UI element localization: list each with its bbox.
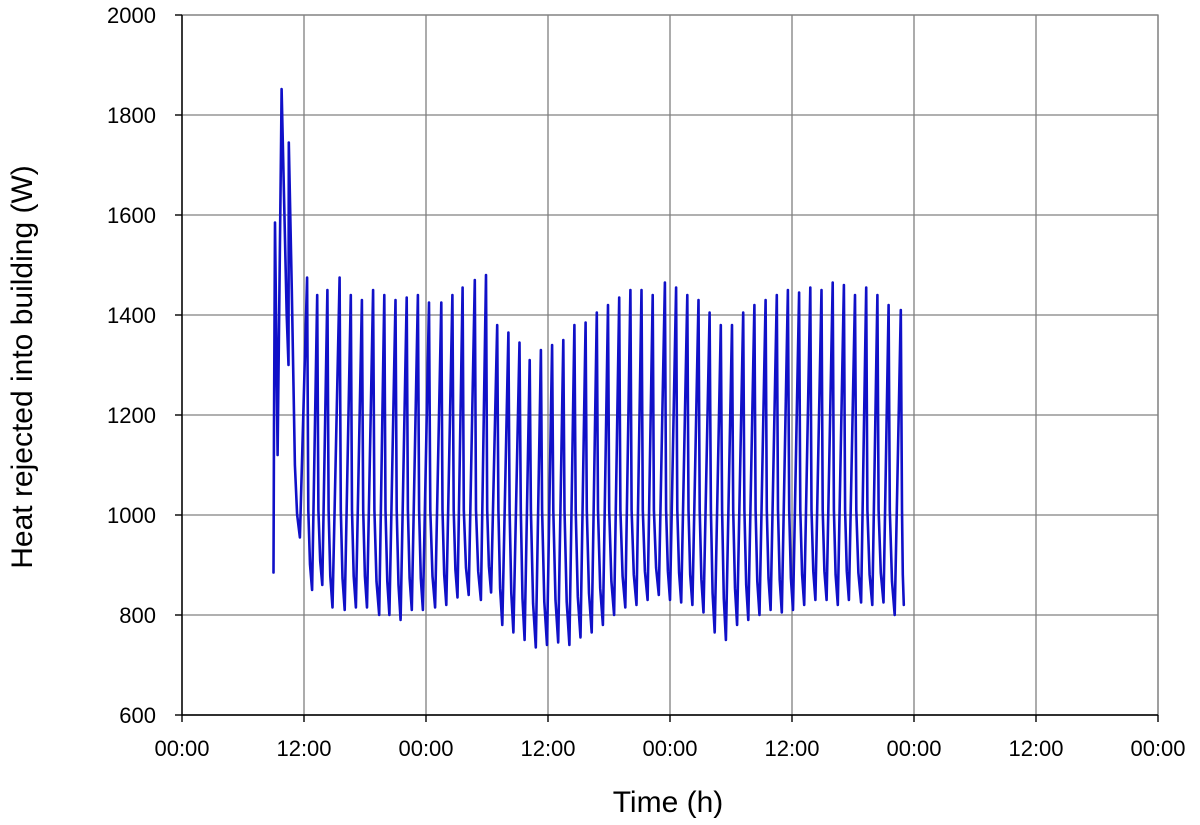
y-axis-tick-labels: 600 800 1000 1200 1400 1600 1800 2000 (107, 3, 156, 728)
x-tick-label: 12:00 (520, 736, 575, 761)
y-tick-label: 1000 (107, 503, 156, 528)
x-tick-label: 12:00 (1008, 736, 1063, 761)
y-tick-label: 1400 (107, 303, 156, 328)
x-tick-label: 12:00 (276, 736, 331, 761)
y-tick-label: 1600 (107, 203, 156, 228)
x-axis-tick-labels: 00:00 12:00 00:00 12:00 00:00 12:00 00:00 12:00… (154, 736, 1185, 761)
x-tick-label: 00:00 (398, 736, 453, 761)
series-line-heat-rejected (272, 87, 906, 649)
y-tick-label: 600 (119, 703, 156, 728)
series-layer (272, 87, 906, 649)
y-tick-label: 1800 (107, 103, 156, 128)
x-tick-label: 00:00 (1130, 736, 1185, 761)
y-tick-label: 2000 (107, 3, 156, 28)
x-tick-label: 00:00 (886, 736, 941, 761)
x-axis-title: Time (h) (613, 786, 724, 819)
y-tick-label: 800 (119, 603, 156, 628)
x-tick-label: 00:00 (154, 736, 209, 761)
y-axis-title: Heat rejected into building (W) (6, 165, 39, 569)
x-tick-label: 00:00 (642, 736, 697, 761)
y-tick-label: 1200 (107, 403, 156, 428)
x-tick-label: 12:00 (764, 736, 819, 761)
axes (175, 14, 1159, 722)
